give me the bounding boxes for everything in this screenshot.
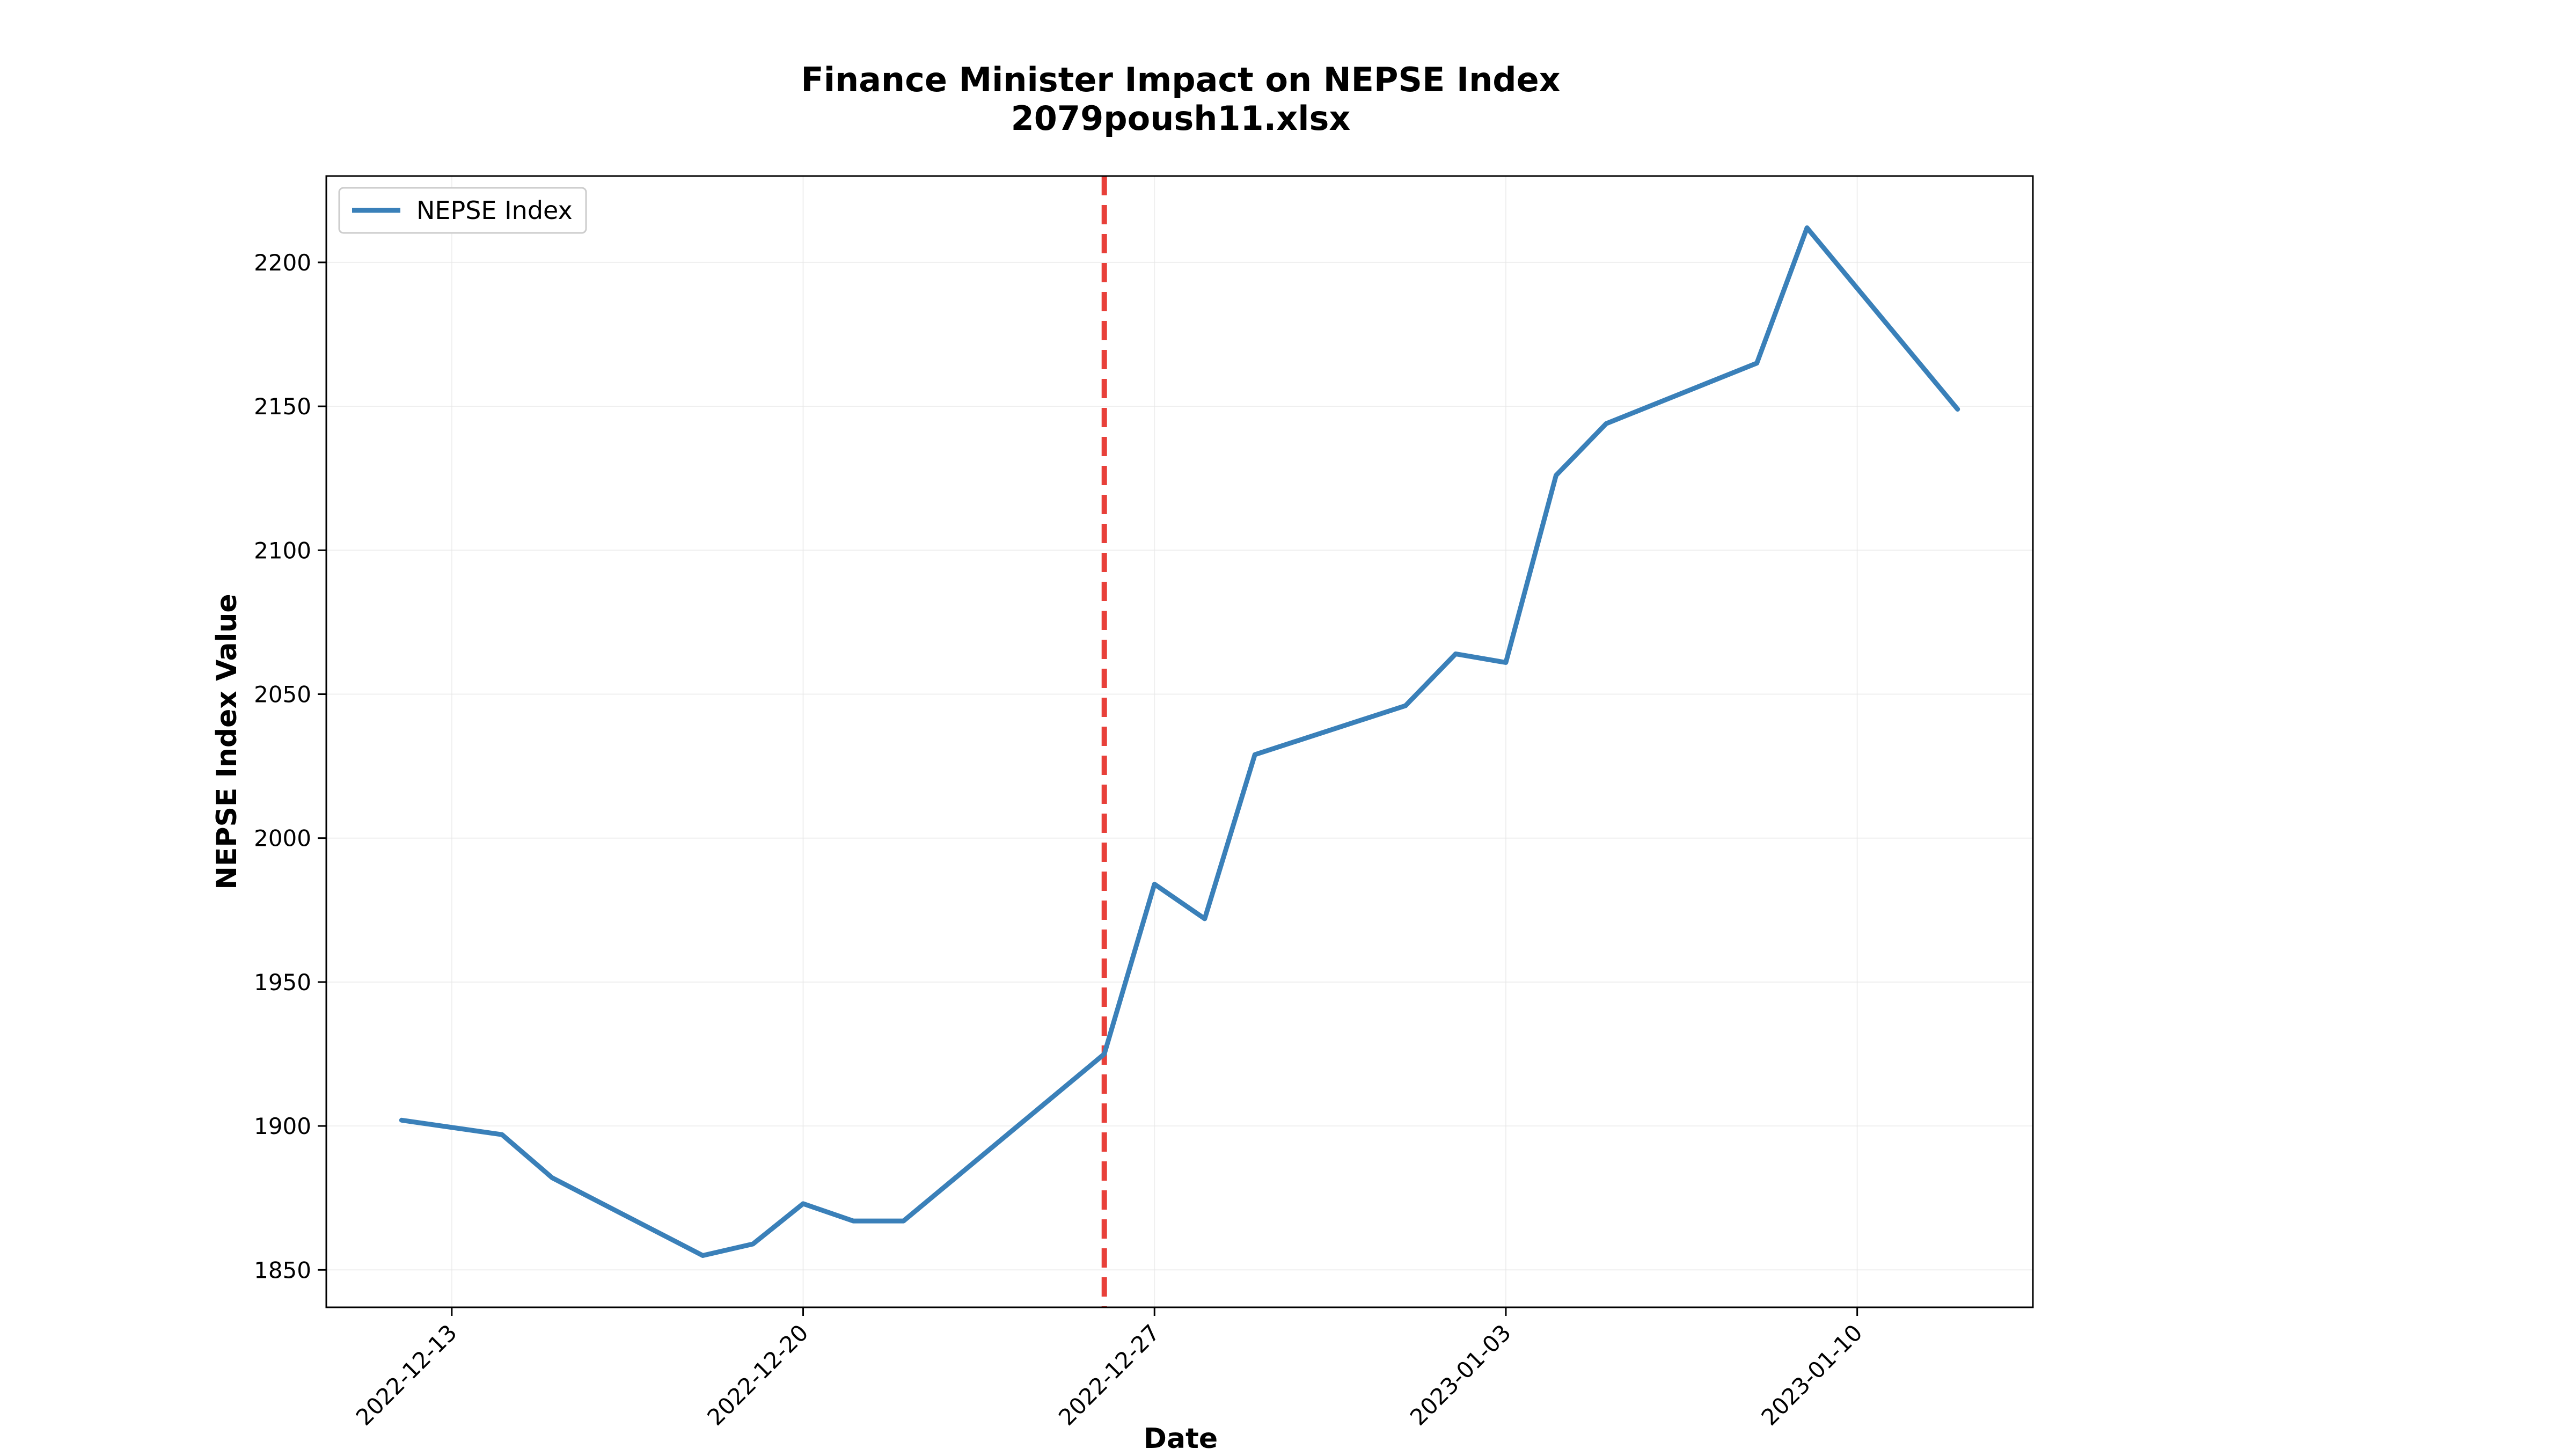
data-point — [751, 1242, 755, 1246]
chart-title: Finance Minister Impact on NEPSE Index — [801, 60, 1560, 99]
grid — [326, 176, 2033, 1307]
x-tick-label: 2022-12-13 — [351, 1319, 462, 1430]
data-point — [500, 1133, 504, 1137]
legend: NEPSE Index — [338, 187, 587, 234]
y-tick-label: 1900 — [254, 1113, 311, 1139]
data-point — [1605, 422, 1608, 426]
chart-subtitle: 2079poush11.xlsx — [1011, 99, 1351, 138]
legend-label: NEPSE Index — [416, 196, 573, 225]
data-point — [400, 1118, 404, 1122]
x-axis-label: Date — [1144, 1423, 1218, 1449]
y-tick-label: 2000 — [254, 825, 311, 852]
data-point — [801, 1202, 805, 1205]
data-point — [1755, 361, 1759, 365]
data-point — [1203, 917, 1206, 920]
plot-frame — [325, 175, 2034, 1308]
data-point — [550, 1176, 554, 1180]
x-tick-label: 2023-01-03 — [1405, 1319, 1516, 1430]
data-point — [852, 1219, 855, 1223]
y-tick-label: 1850 — [254, 1257, 311, 1283]
data-point — [1805, 226, 1809, 230]
series-line — [399, 225, 1960, 1258]
data-point — [1454, 652, 1458, 656]
x-axis: 2022-12-13 2022-12-20 2022-12-27 2023-01-03… — [351, 1307, 1868, 1431]
y-tick-label: 2050 — [254, 681, 311, 707]
series-layer — [399, 225, 1960, 1258]
data-point — [1102, 1052, 1106, 1056]
x-tick-label: 2023-01-10 — [1756, 1319, 1867, 1430]
data-point — [1253, 753, 1257, 757]
data-point — [902, 1219, 905, 1223]
data-point — [1956, 407, 1959, 411]
y-tick-label: 1950 — [254, 969, 311, 996]
x-tick-label: 2022-12-27 — [1053, 1319, 1165, 1430]
y-axis-label: NEPSE Index Value — [211, 594, 243, 889]
x-tick-label: 2022-12-20 — [702, 1319, 813, 1430]
y-tick-label: 2150 — [254, 393, 311, 420]
data-point — [1153, 882, 1157, 886]
data-point — [1554, 473, 1558, 477]
data-point — [1403, 704, 1407, 707]
data-point — [1504, 661, 1507, 664]
data-point — [701, 1254, 705, 1257]
y-axis: 1850 1900 1950 2000 2050 2100 2150 2200 — [254, 250, 326, 1283]
y-tick-label: 2100 — [254, 537, 311, 564]
legend-box — [338, 187, 587, 234]
y-tick-label: 2200 — [254, 250, 311, 276]
